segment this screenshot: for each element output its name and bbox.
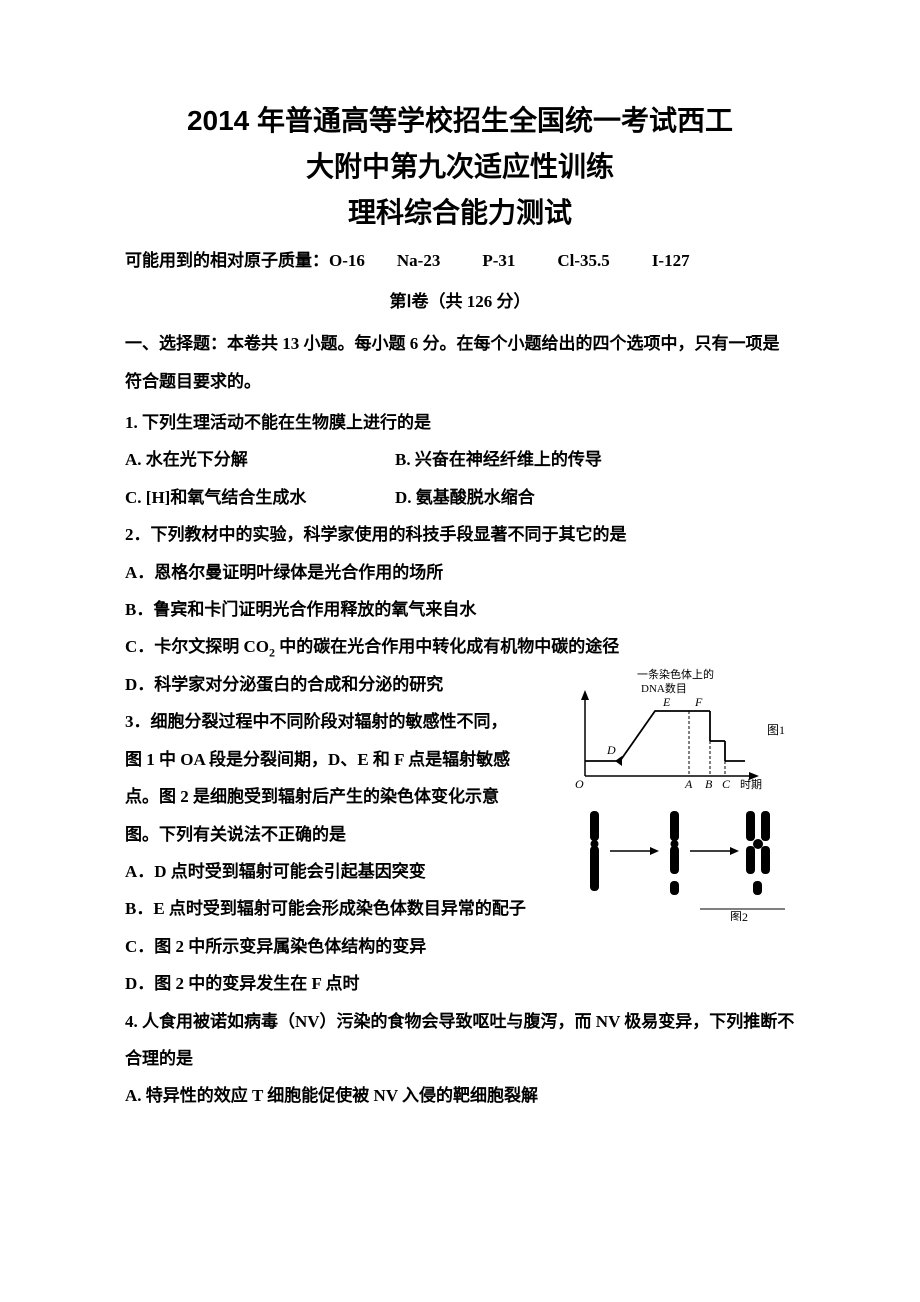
- q3-wrapper: 一条染色体上的 DNA数目 E F D O A: [125, 666, 795, 853]
- atomic-cl: Cl-35.5: [557, 246, 609, 277]
- atomic-prefix: 可能用到的相对原子质量：: [125, 251, 329, 270]
- q3-stem: 3．细胞分裂过程中不同阶段对辐射的敏感性不同，图 1 中 OA 段是分裂间期，D…: [125, 703, 523, 853]
- figure-svg: 一条染色体上的 DNA数目 E F D O A: [545, 666, 795, 921]
- q2-opt-b: B．鲁宾和卡门证明光合作用释放的氧气来自水: [125, 591, 795, 628]
- fig1-B: B: [705, 777, 713, 791]
- fig1-label: 图1: [767, 723, 785, 737]
- q1-opt-c: C. [H]和氧气结合生成水: [125, 479, 395, 516]
- q3-opt-c: C．图 2 中所示变异属染色体结构的变异: [125, 928, 795, 965]
- q1-opt-a: A. 水在光下分解: [125, 441, 395, 478]
- atomic-o: O-16: [329, 246, 365, 277]
- title-line2: 大附中第九次适应性训练: [125, 146, 795, 188]
- fig2-label: 图2: [730, 910, 748, 921]
- q2-stem: 2．下列教材中的实验，科学家使用的科技手段显著不同于其它的是: [125, 516, 795, 553]
- section-instruction: 一、选择题：本卷共 13 小题。每小题 6 分。在每个小题给出的四个选项中，只有…: [125, 325, 795, 400]
- q1-opt-b: B. 兴奋在神经纤维上的传导: [395, 441, 602, 478]
- atomic-masses: 可能用到的相对原子质量：O-16 Na-23 P-31 Cl-35.5 I-127: [125, 246, 795, 277]
- q2-c-pre: C．卡尔文探明 CO: [125, 637, 269, 656]
- figure-container: 一条染色体上的 DNA数目 E F D O A: [545, 666, 795, 926]
- section-header: 第Ⅰ卷（共 126 分）: [125, 287, 795, 318]
- fig1-A: A: [684, 777, 693, 791]
- fig1-E: E: [662, 695, 671, 709]
- title-line3: 理科综合能力测试: [125, 192, 795, 234]
- q1-opt-d: D. 氨基酸脱水缩合: [395, 479, 535, 516]
- q2-opt-c: C．卡尔文探明 CO2 中的碳在光合作用中转化成有机物中碳的途径: [125, 628, 795, 666]
- atomic-i: I-127: [652, 246, 690, 277]
- q2-c-post: 中的碳在光合作用中转化成有机物中碳的途径: [275, 637, 619, 656]
- fig1-C: C: [722, 777, 731, 791]
- fig1-dnalabel: DNA数目: [641, 682, 687, 695]
- q4-stem: 4. 人食用被诺如病毒（NV）污染的食物会导致呕吐与腹泻，而 NV 极易变异，下…: [125, 1003, 795, 1078]
- q1-row1: A. 水在光下分解 B. 兴奋在神经纤维上的传导: [125, 441, 795, 478]
- atomic-p: P-31: [482, 246, 515, 277]
- fig1-F: F: [694, 695, 703, 709]
- q1-row2: C. [H]和氧气结合生成水 D. 氨基酸脱水缩合: [125, 479, 795, 516]
- q2-opt-a: A．恩格尔曼证明叶绿体是光合作用的场所: [125, 554, 795, 591]
- fig1-D: D: [606, 743, 616, 757]
- q4-opt-a: A. 特异性的效应 T 细胞能促使被 NV 入侵的靶细胞裂解: [125, 1077, 795, 1114]
- fig1-toplabel: 一条染色体上的: [637, 667, 714, 681]
- atomic-na: Na-23: [397, 246, 440, 277]
- fig1-O: O: [575, 777, 584, 791]
- chromosome-1: [590, 811, 599, 891]
- q3-opt-d: D．图 2 中的变异发生在 F 点时: [125, 965, 795, 1002]
- title-line1: 2014 年普通高等学校招生全国统一考试西工: [125, 100, 795, 142]
- chromosome-3: [746, 811, 770, 895]
- chromosome-2: [670, 811, 679, 895]
- q1-stem: 1. 下列生理活动不能在生物膜上进行的是: [125, 404, 795, 441]
- fig1-xaxis: 时期: [740, 778, 762, 791]
